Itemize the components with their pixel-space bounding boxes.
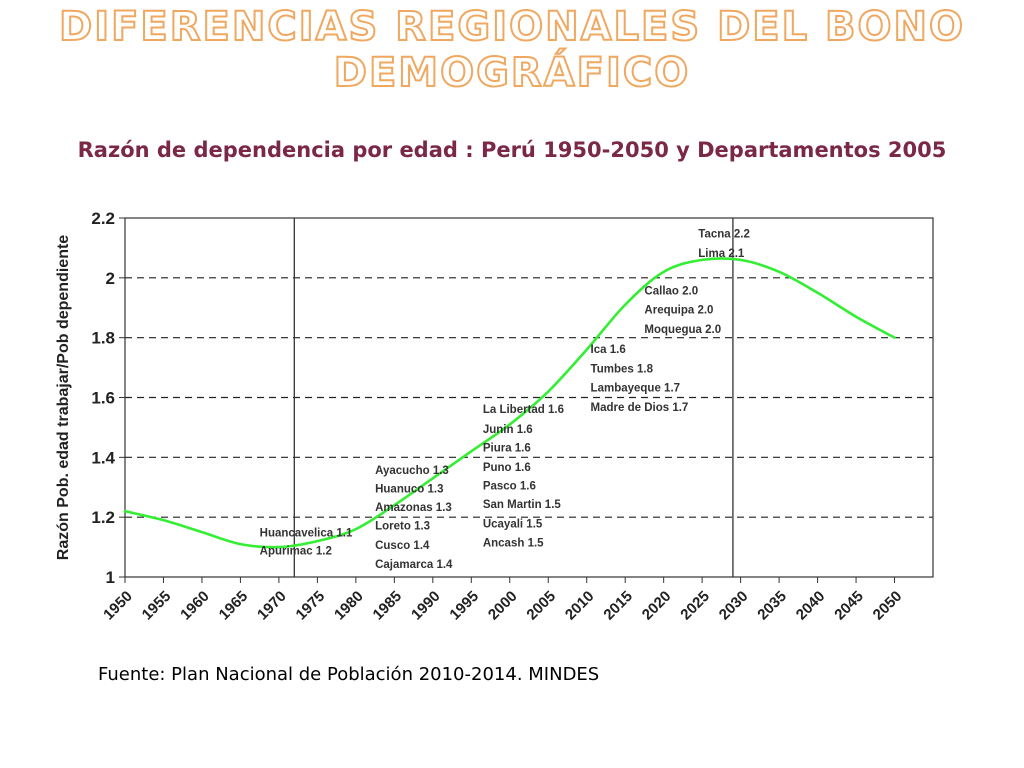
dependency-ratio-chart: 11.21.41.61.822.2 1950 1955 1960 1965 1970 19… [55,209,934,623]
x-tick-label: 2015 [600,588,636,624]
x-tick-label: 2020 [639,588,675,624]
annotation-label: La Libertad 1.6 [483,404,564,416]
y-tick-label: 2 [106,269,115,288]
slide-title-line2: DEMOGRÁFICO [333,49,691,97]
annotation-label: Ucayali 1.5 [483,519,543,531]
annotation-label: Amazonas 1.3 [375,502,452,514]
annotation-label: Junin 1.6 [483,424,533,436]
annotation-label: San Martin 1.5 [483,499,562,511]
annotation-label: Callao 2.0 [644,285,698,297]
x-tick-label: 2005 [523,588,559,624]
annotations: Huancavelica 1.1 Apurimac 1.2 Ayacucho 1.3… [260,228,750,571]
y-tick-label: 1.6 [91,389,115,408]
x-tick-label: 1970 [254,588,290,624]
x-tick-label: 2035 [754,588,790,624]
annotation-label: Piura 1.6 [483,442,531,454]
x-tick-label: 1985 [370,588,406,624]
series-line [123,257,896,549]
x-tick-label: 2050 [870,588,906,624]
annotation-label: Cusco 1.4 [375,540,430,552]
annotation-label: Apurimac 1.2 [260,546,332,558]
y-axis-label: Razón Pob. edad trabajar/Pob dependiente [55,235,72,560]
y-tick-label: 2.2 [91,209,115,228]
x-tick-label: 1975 [293,588,329,624]
slide-title: DIFERENCIAS REGIONALES DEL BONO DEMOGRÁF… [0,3,1024,97]
x-tick-label: 1950 [100,588,136,624]
x-tick-label: 1990 [408,588,444,624]
x-tick-label: 1980 [331,588,367,624]
annotation-label: Moquegua 2.0 [644,324,721,336]
reference-lines [293,218,734,577]
annotation-label: Cajamarca 1.4 [375,559,453,571]
x-tick-label: 1955 [139,588,175,624]
grid-layer [125,277,933,518]
annotation-label: Tacna 2.2 [698,228,750,240]
annotation-label: Huanuco 1.3 [375,483,443,495]
x-tick-label: 2030 [716,588,752,624]
annotation-label: Ica 1.6 [591,344,626,356]
y-tick-label: 1 [106,568,115,587]
annotation-label: Arequipa 2.0 [644,305,713,317]
x-tick-label: 1965 [216,588,252,624]
x-tick-label: 1960 [177,588,213,624]
y-tick-label: 1.8 [91,329,115,348]
annotation-label: Madre de Dios 1.7 [591,402,689,414]
x-axis-ticks: 1950 1955 1960 1965 1970 1975 1980 1985 1990 1995… [100,577,905,623]
x-tick-label: 2025 [677,588,713,624]
annotation-label: Huancavelica 1.1 [260,528,353,540]
annotation-label: Puno 1.6 [483,462,531,474]
y-tick-label: 1.2 [91,508,115,527]
annotation-label: Lambayeque 1.7 [591,383,680,395]
source-note: Fuente: Plan Nacional de Población 2010-… [98,664,600,685]
annotation-label: Loreto 1.3 [375,521,430,533]
chart-subtitle: Razón de dependencia por edad : Perú 195… [77,138,947,162]
slide-title-line1: DIFERENCIAS REGIONALES DEL BONO [58,3,965,51]
y-axis-ticks: 1 1.2 1.4 1.6 1.8 2 2.2 [91,209,125,587]
x-tick-label: 2045 [831,588,867,624]
annotation-label: Pasco 1.6 [483,480,536,492]
x-tick-label: 2010 [562,588,598,624]
y-tick-label: 1.4 [91,448,115,467]
x-tick-label: 2000 [485,588,521,624]
annotation-label: Ayacucho 1.3 [375,465,449,477]
x-tick-label: 2040 [793,588,829,624]
annotation-label: Tumbes 1.8 [591,364,654,376]
annotation-label: Ancash 1.5 [483,537,544,549]
x-tick-label: 1995 [446,588,482,624]
annotation-label: Lima 2.1 [698,248,745,260]
